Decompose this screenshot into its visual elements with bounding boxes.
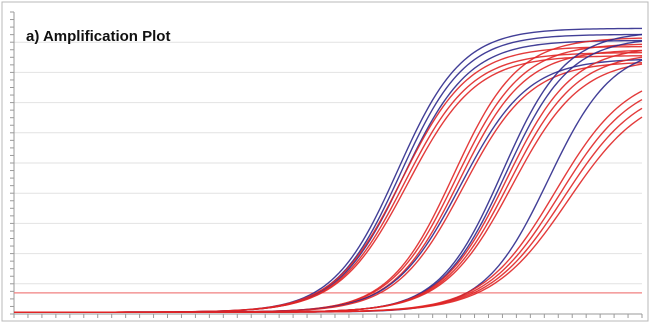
chart-title: a) Amplification Plot [26, 28, 171, 45]
series-layer [14, 27, 643, 313]
grid-lines [14, 41, 642, 285]
series-line-21 [14, 116, 643, 313]
axis-ticks [10, 11, 643, 318]
